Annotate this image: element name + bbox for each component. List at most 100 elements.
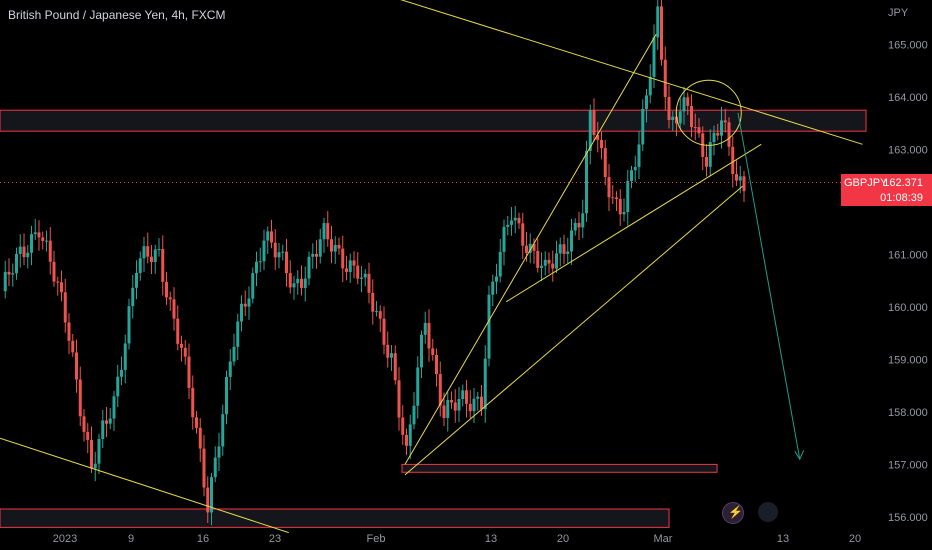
candle-body xyxy=(382,318,386,345)
candle-body xyxy=(30,234,33,253)
candle-body xyxy=(247,298,251,307)
candle-body xyxy=(127,306,131,344)
candle-body xyxy=(217,446,221,458)
highlight-circle xyxy=(675,79,742,146)
price-badge-symbol: GBPJPY xyxy=(844,177,888,189)
candle-body xyxy=(487,294,491,359)
trendline-lower-wedge xyxy=(404,185,743,476)
trendlines[interactable] xyxy=(0,0,863,534)
candle-body xyxy=(570,230,573,252)
candle-body xyxy=(615,197,618,199)
candle-body xyxy=(213,457,217,478)
candle-body xyxy=(75,352,78,380)
candle-body xyxy=(187,356,191,388)
candle-body xyxy=(93,463,97,469)
yaxis-tick: 157.000 xyxy=(888,459,928,471)
candle-body xyxy=(510,220,513,225)
zone-1 xyxy=(401,463,718,473)
candle-body xyxy=(18,246,22,254)
candle-body xyxy=(326,223,330,240)
candle-body xyxy=(7,271,11,275)
candle-body xyxy=(438,374,442,406)
candle-body xyxy=(288,273,292,288)
candle-body xyxy=(671,116,675,121)
candle-body xyxy=(232,346,236,362)
candle-body xyxy=(191,387,195,418)
candle-body xyxy=(551,263,555,269)
lightning-icon[interactable]: ⚡ xyxy=(722,502,744,524)
candle-body xyxy=(555,253,558,269)
price-badge-countdown: 01:08:39 xyxy=(880,192,923,204)
candle-body xyxy=(532,243,536,251)
candle-body xyxy=(243,303,247,307)
candle-body xyxy=(258,261,262,263)
candle-body xyxy=(603,148,607,178)
xaxis-tick: 9 xyxy=(128,533,134,545)
candle-body xyxy=(333,244,337,252)
candle-body xyxy=(393,353,397,381)
candle-body xyxy=(390,353,393,358)
candle-body xyxy=(356,265,360,279)
zone-2 xyxy=(0,508,670,528)
candle-body xyxy=(135,272,138,288)
candle-body xyxy=(708,142,712,167)
candle-body xyxy=(296,278,300,284)
yaxis-tick: 165.000 xyxy=(888,40,928,52)
candle-body xyxy=(622,212,626,215)
candle-body xyxy=(236,321,240,347)
xaxis-tick: 20 xyxy=(557,533,569,545)
candle-body xyxy=(206,487,210,513)
xaxis-tick: 2023 xyxy=(53,533,77,545)
candle-body xyxy=(573,222,577,231)
candle-body xyxy=(468,403,472,412)
candle-body xyxy=(592,110,596,136)
candle-body xyxy=(716,132,720,136)
candle-body xyxy=(165,281,168,298)
xaxis-tick: 13 xyxy=(777,533,789,545)
trendline-upper-wedge xyxy=(404,33,657,465)
candle-body xyxy=(738,176,742,181)
candle-body xyxy=(371,292,375,312)
candle-body xyxy=(517,217,521,224)
circle-icon[interactable] xyxy=(758,502,778,522)
time-axis[interactable]: 2023 9 16 23 Feb 13 20 Mar 13 20 xyxy=(53,533,861,545)
candle-body xyxy=(78,379,82,417)
candle-body xyxy=(513,217,517,221)
xaxis-tick: 13 xyxy=(485,533,497,545)
candle-body xyxy=(476,396,480,399)
candle-body xyxy=(198,427,202,449)
candle-body xyxy=(60,282,63,293)
candle-body xyxy=(273,242,277,258)
candle-body xyxy=(483,358,487,410)
projection-arrow xyxy=(737,112,801,460)
candle-body xyxy=(105,420,108,424)
supply-demand-zones[interactable] xyxy=(0,109,867,528)
candle-body xyxy=(90,439,93,469)
candle-body xyxy=(611,197,615,199)
candle-body xyxy=(307,256,311,279)
candle-body xyxy=(311,253,315,257)
candle-body xyxy=(427,322,431,349)
candle-body xyxy=(525,245,528,253)
candle-body xyxy=(705,156,708,167)
zone-0 xyxy=(0,109,867,132)
candle-body xyxy=(303,278,307,288)
candle-body xyxy=(251,273,255,299)
candle-body xyxy=(431,348,435,356)
yaxis-tick: 160.000 xyxy=(888,302,928,314)
candle-body xyxy=(292,283,296,288)
candle-body xyxy=(52,261,56,282)
yaxis-tick: 158.000 xyxy=(888,407,928,419)
candle-body xyxy=(641,108,645,145)
candle-body xyxy=(667,97,671,121)
candle-body xyxy=(183,347,187,357)
chart-title: British Pound / Japanese Yen, 4h, FXCM xyxy=(8,8,226,22)
candle-body xyxy=(228,361,232,377)
price-axis[interactable]: JPY165.000164.000163.000162.000161.00016… xyxy=(888,7,928,524)
candle-body xyxy=(221,414,225,447)
candle-body xyxy=(116,376,120,397)
trendline-inner-channel xyxy=(505,143,762,303)
candle-body xyxy=(176,318,180,344)
candle-body xyxy=(86,431,90,440)
